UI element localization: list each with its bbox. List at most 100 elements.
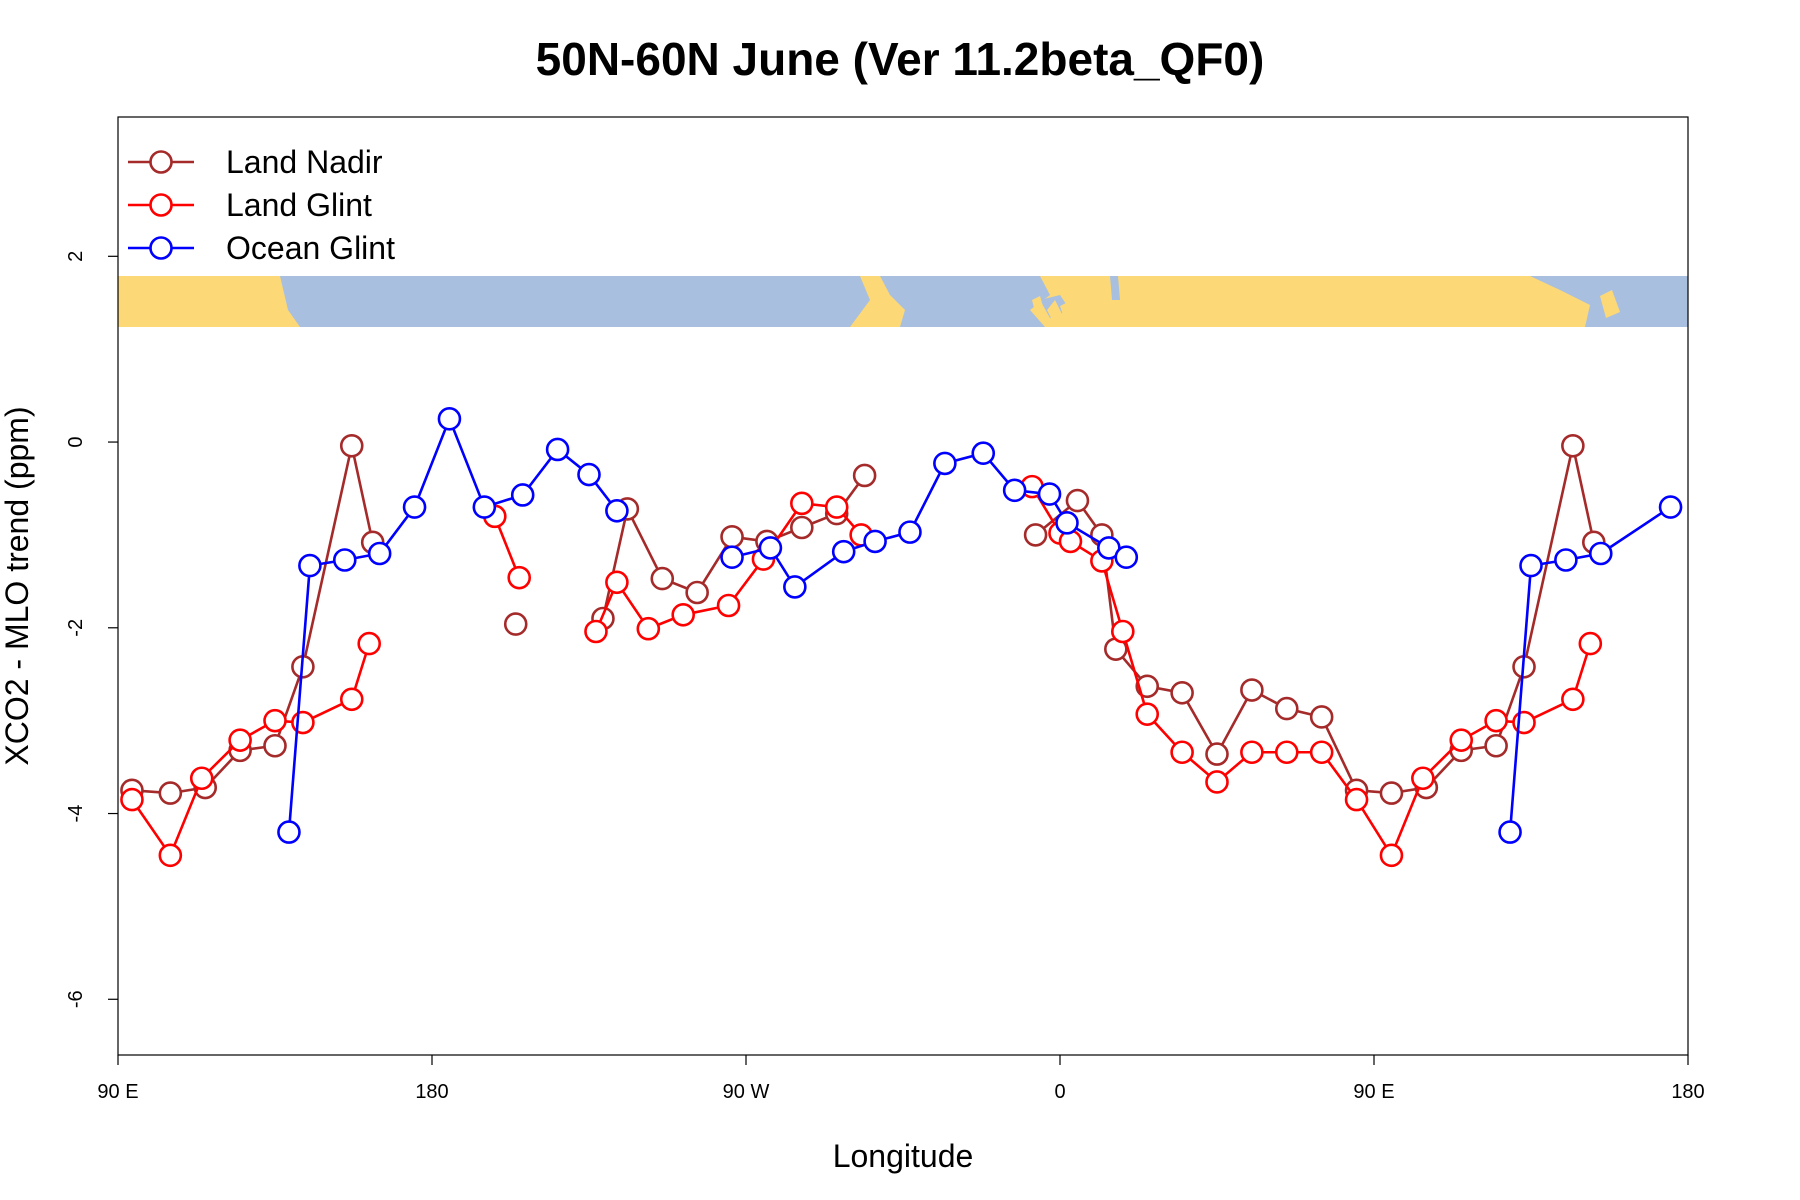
series-0-point-2-6 <box>790 515 814 540</box>
series-0-point-3-16 <box>1561 433 1585 458</box>
series-1-point-3-16 <box>1512 710 1536 735</box>
axes: 90 E 180 90 W 0 90 E 180 2 0 -2 -4 -6 <box>65 251 1705 1103</box>
series-1-point-0-1 <box>158 843 183 868</box>
series-0-point-0-6 <box>339 433 364 458</box>
series-2-point-1-4 <box>863 529 887 554</box>
series-2-point-0-10 <box>605 498 629 523</box>
series-0-point-0-4 <box>263 733 287 758</box>
series-1-point-3-10 <box>1309 740 1334 765</box>
series-2-point-0-2 <box>332 548 357 572</box>
series-1-point-3-11 <box>1344 787 1369 812</box>
series-0-point-0-1 <box>158 781 183 805</box>
series-1-point-3-6 <box>1170 740 1194 765</box>
x-tick-label-4: 90 E <box>1353 1081 1394 1103</box>
x-tick-label-0: 90 E <box>97 1081 138 1103</box>
series-2-point-1-7 <box>971 441 996 465</box>
series-0-point-3-0 <box>1023 523 1048 547</box>
legend-label-0: Land Nadir <box>226 144 383 180</box>
series-1-point-0-0 <box>120 787 144 812</box>
series-1-point-0-7 <box>357 631 382 656</box>
series-1-point-3-4 <box>1111 619 1135 644</box>
series-2-line-0 <box>287 415 618 833</box>
series-2-point-1-6 <box>933 451 957 476</box>
world-map-strip <box>118 276 1688 327</box>
series-2-point-1-12 <box>1114 545 1139 570</box>
chart-title: 50N-60N June (Ver 11.2beta_QF0) <box>536 33 1265 85</box>
series-2 <box>277 407 1683 844</box>
series-1-point-3-9 <box>1274 740 1299 765</box>
series-2-point-1-2 <box>783 575 807 599</box>
series-0-line-0 <box>131 445 374 795</box>
series-1-point-0-3 <box>228 728 252 752</box>
series-2-point-0-1 <box>298 553 322 578</box>
series-2-point-1-3 <box>831 539 856 564</box>
series-1 <box>120 474 1603 868</box>
series-0-point-1-0 <box>503 612 528 636</box>
y-tick-label-3: -4 <box>65 805 87 823</box>
series-0-point-2-4 <box>720 524 744 549</box>
series-0-point-2-3 <box>685 580 709 605</box>
series-2-point-2-3 <box>1588 541 1613 566</box>
series-1-point-2-6 <box>790 491 814 516</box>
series-2-point-1-5 <box>898 520 922 544</box>
series-2-point-2-1 <box>1519 553 1543 578</box>
x-axis-label: Longitude <box>833 1138 974 1174</box>
series-1-point-0-2 <box>189 766 214 791</box>
series-layer <box>120 407 1683 868</box>
y-axis-label: XCO2 - MLO trend (ppm) <box>0 406 35 765</box>
series-2-point-2-2 <box>1554 548 1578 572</box>
series-1-point-3-14 <box>1449 728 1474 752</box>
series-2-point-0-5 <box>437 407 462 431</box>
y-tick-label-4: -6 <box>65 990 87 1008</box>
series-1-point-0-6 <box>339 687 364 712</box>
series-2-point-0-8 <box>545 437 570 462</box>
legend-label-2: Ocean Glint <box>226 230 395 266</box>
series-0-point-3-8 <box>1274 696 1299 721</box>
y-tick-label-0: 2 <box>65 251 87 262</box>
series-1-point-2-2 <box>636 616 661 641</box>
legend-marker-0 <box>149 150 173 174</box>
x-tick-label-1: 180 <box>415 1081 448 1103</box>
series-1-point-1-1 <box>507 565 532 590</box>
series-2-point-0-6 <box>472 495 497 519</box>
series-2-point-0-3 <box>367 541 392 566</box>
series-2-point-0-0 <box>277 820 301 844</box>
series-1-point-2-3 <box>671 602 696 627</box>
series-1-point-2-7 <box>824 495 849 519</box>
series-1-point-3-7 <box>1205 770 1229 794</box>
series-0-point-2-2 <box>650 566 675 591</box>
legend-marker-1 <box>149 193 173 217</box>
x-tick-label-3: 0 <box>1054 1081 1065 1103</box>
series-1-point-3-8 <box>1240 740 1264 765</box>
series-1-point-2-0 <box>584 619 608 644</box>
y-tick-label-1: 0 <box>65 436 87 447</box>
legend-marker-2 <box>149 236 173 260</box>
series-0-point-3-11 <box>1379 781 1404 805</box>
series-0-point-3-1 <box>1065 488 1090 513</box>
series-2-point-1-1 <box>758 536 783 560</box>
series-0-point-3-9 <box>1309 705 1334 729</box>
series-0-point-3-6 <box>1205 742 1229 766</box>
series-2-point-1-0 <box>720 545 744 570</box>
series-2-point-2-0 <box>1498 820 1522 844</box>
series-1-point-3-15 <box>1484 708 1508 733</box>
series-1-point-3-12 <box>1379 843 1404 868</box>
series-2-point-0-9 <box>577 462 601 487</box>
series-0 <box>120 433 1606 805</box>
series-0-point-3-5 <box>1170 681 1194 705</box>
series-1-point-2-1 <box>605 570 629 595</box>
series-1-point-2-4 <box>716 593 741 618</box>
series-0-point-3-4 <box>1135 674 1160 699</box>
series-2-point-0-4 <box>402 495 427 519</box>
series-0-point-3-14 <box>1484 733 1508 758</box>
series-1-point-0-5 <box>291 710 315 735</box>
x-tick-label-2: 90 W <box>723 1081 770 1103</box>
plot-frame <box>117 116 1689 1056</box>
series-2-point-2-4 <box>1658 495 1683 519</box>
series-1-point-3-17 <box>1561 687 1585 712</box>
x-tick-label-5: 180 <box>1671 1081 1704 1103</box>
series-1-point-3-18 <box>1578 631 1603 656</box>
legend: Land Nadir Land Glint Ocean Glint <box>128 144 395 266</box>
series-2-point-1-8 <box>1002 478 1027 503</box>
